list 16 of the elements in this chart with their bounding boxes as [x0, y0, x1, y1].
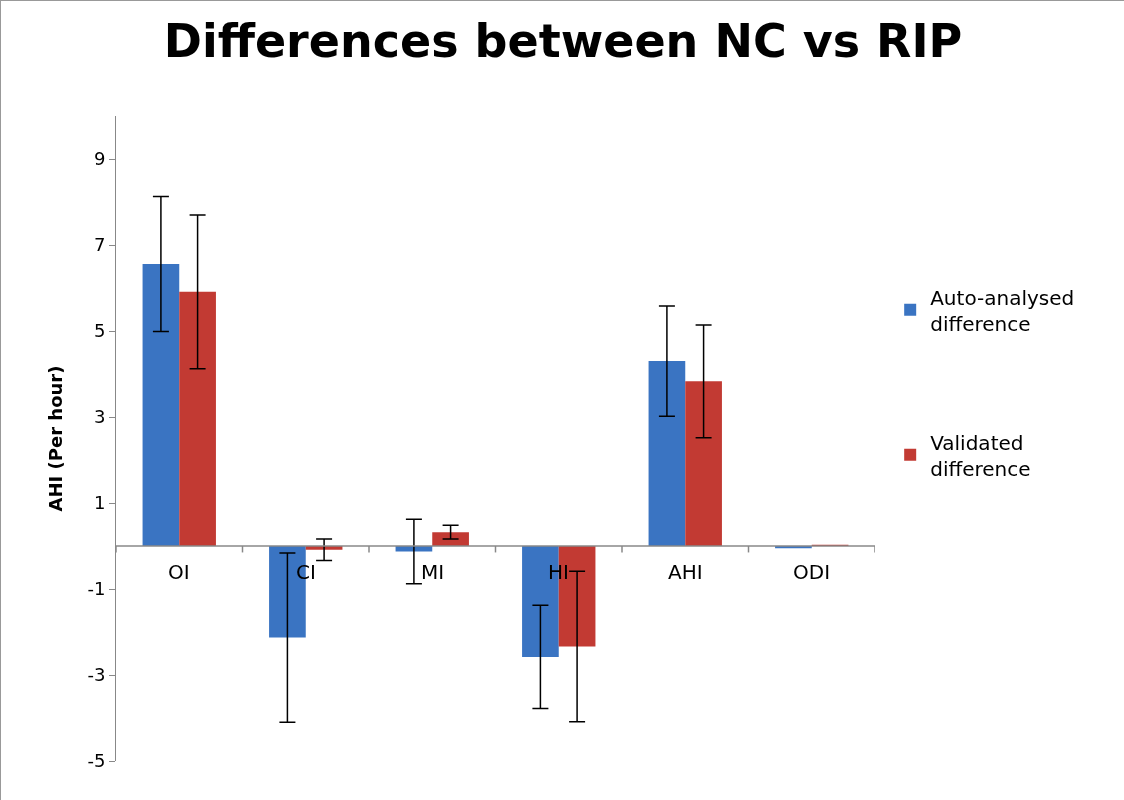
- legend-label: Validated difference: [930, 430, 1031, 481]
- y-tick-label: 1: [93, 492, 106, 514]
- x-tick-label: MI: [421, 560, 445, 584]
- legend-label: Auto-analysed difference: [930, 285, 1075, 336]
- y-tick-label: 7: [93, 234, 106, 256]
- y-axis-title: AHI (Per hour): [44, 365, 66, 512]
- y-tick-label: 9: [93, 148, 106, 170]
- y-tick-label: 5: [93, 320, 106, 342]
- y-tick-label: 3: [93, 406, 106, 428]
- x-tick-label: OI: [168, 560, 190, 584]
- y-tick-label: -3: [87, 664, 106, 686]
- y-tick-label: -1: [87, 578, 106, 600]
- chart-title: Differences between NC vs RIP: [163, 14, 963, 69]
- x-tick-label: AHI: [668, 560, 703, 584]
- x-tick-label: ODI: [793, 560, 831, 584]
- y-tick-label: -5: [87, 750, 106, 772]
